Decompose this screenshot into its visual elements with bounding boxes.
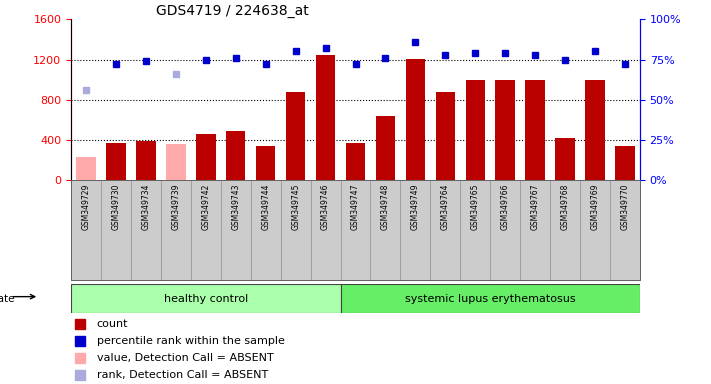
Text: GSM349746: GSM349746 [321, 184, 330, 230]
Text: GSM349749: GSM349749 [411, 184, 420, 230]
Text: GSM349745: GSM349745 [291, 184, 300, 230]
Text: GDS4719 / 224638_at: GDS4719 / 224638_at [156, 4, 309, 18]
Bar [430, 180, 460, 280]
Bar [375, 116, 395, 180]
Bar [101, 180, 131, 280]
Text: GSM349747: GSM349747 [351, 184, 360, 230]
Bar [131, 180, 161, 280]
Bar [281, 180, 311, 280]
Text: GSM349742: GSM349742 [201, 184, 210, 230]
Bar [196, 134, 215, 180]
Text: GSM349767: GSM349767 [530, 184, 540, 230]
Bar [251, 180, 281, 280]
Bar [341, 180, 370, 280]
Bar [555, 138, 574, 180]
Bar [550, 180, 580, 280]
Text: GSM349765: GSM349765 [471, 184, 480, 230]
Text: GSM349769: GSM349769 [591, 184, 599, 230]
Bar [106, 143, 126, 180]
Bar [221, 180, 251, 280]
Text: rank, Detection Call = ABSENT: rank, Detection Call = ABSENT [97, 370, 268, 381]
Text: GSM349729: GSM349729 [82, 184, 90, 230]
Bar [496, 80, 515, 180]
Bar [71, 180, 101, 280]
Bar [316, 55, 336, 180]
Text: GSM349743: GSM349743 [231, 184, 240, 230]
Text: GSM349766: GSM349766 [501, 184, 510, 230]
Bar [346, 143, 365, 180]
Text: GSM349734: GSM349734 [141, 184, 151, 230]
Text: GSM349748: GSM349748 [381, 184, 390, 230]
Bar [520, 180, 550, 280]
Text: GSM349768: GSM349768 [560, 184, 570, 230]
Bar [76, 157, 96, 180]
Bar [286, 92, 305, 180]
Text: GSM349744: GSM349744 [261, 184, 270, 230]
Bar [525, 80, 545, 180]
Bar [460, 180, 490, 280]
Text: value, Detection Call = ABSENT: value, Detection Call = ABSENT [97, 353, 274, 363]
Text: systemic lupus erythematosus: systemic lupus erythematosus [405, 293, 575, 304]
Text: GSM349730: GSM349730 [112, 184, 120, 230]
Bar [580, 180, 610, 280]
Bar [161, 180, 191, 280]
Bar [585, 80, 605, 180]
Text: percentile rank within the sample: percentile rank within the sample [97, 336, 284, 346]
Text: count: count [97, 318, 128, 329]
Bar [226, 131, 245, 180]
Bar [256, 146, 275, 180]
Bar [490, 180, 520, 280]
Bar [436, 92, 455, 180]
Bar [406, 58, 425, 180]
Text: GSM349739: GSM349739 [171, 184, 181, 230]
Bar [370, 180, 400, 280]
Bar [615, 146, 635, 180]
Bar [400, 180, 430, 280]
Bar [466, 80, 485, 180]
Text: disease state: disease state [0, 293, 14, 304]
Bar [166, 144, 186, 180]
Text: healthy control: healthy control [164, 293, 248, 304]
Bar [610, 180, 640, 280]
Bar [191, 180, 221, 280]
Bar [341, 284, 640, 313]
Bar [311, 180, 341, 280]
Text: GSM349764: GSM349764 [441, 184, 450, 230]
Bar [137, 141, 156, 180]
Bar [71, 284, 341, 313]
Text: GSM349770: GSM349770 [621, 184, 629, 230]
